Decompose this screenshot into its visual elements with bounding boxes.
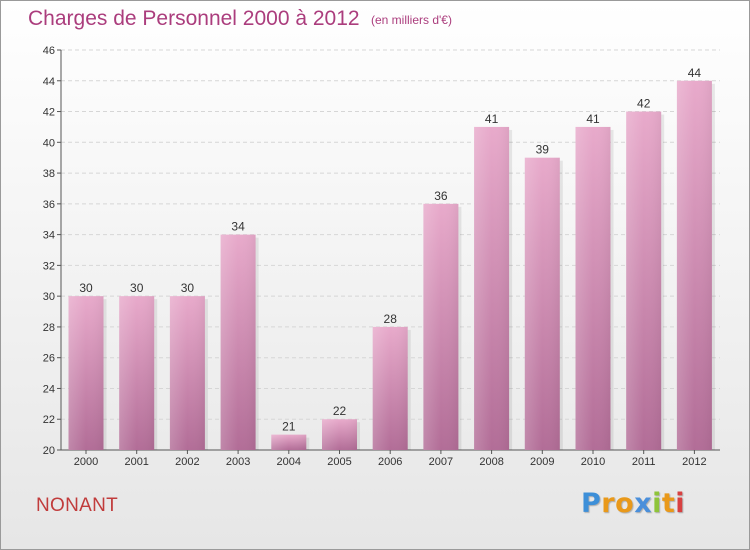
bar-highlight (68, 296, 104, 450)
y-tick-label: 24 (43, 383, 55, 395)
y-tick-label: 46 (43, 45, 55, 57)
x-tick-label: 2009 (530, 456, 554, 468)
label-layer: 30 2000 30 2001 30 2002 34 2003 21 2004 22 2005 28 20… (74, 66, 707, 468)
bar-highlight (524, 157, 560, 450)
x-tick-label: 2005 (327, 456, 351, 468)
value-label: 41 (586, 112, 600, 126)
x-tick-label: 2002 (175, 456, 199, 468)
bar-highlight (676, 80, 712, 451)
x-tick-label: 2011 (632, 456, 656, 468)
proxiti-logo: Proxiti (581, 488, 686, 519)
chart-subtitle: (en milliers d'€) (371, 13, 452, 27)
value-label: 44 (688, 66, 702, 80)
value-label: 42 (637, 97, 651, 111)
y-tick-label: 32 (43, 260, 55, 272)
y-tick-label: 36 (43, 199, 55, 211)
y-tick-label: 42 (43, 107, 55, 119)
value-label: 22 (333, 404, 347, 418)
x-tick-label: 2000 (74, 456, 98, 468)
bar-highlight (169, 296, 205, 450)
y-tick-label: 30 (43, 291, 55, 303)
y-tick-label: 26 (43, 353, 55, 365)
bar-highlight (575, 126, 611, 450)
y-tick-label: 44 (43, 76, 55, 88)
bar-highlight (119, 296, 155, 450)
bar-highlight (423, 203, 459, 450)
bar-highlight (474, 126, 510, 450)
bar-highlight (322, 419, 357, 450)
commune-name: NONANT (36, 495, 119, 516)
x-tick-label: 2007 (429, 456, 453, 468)
y-tick-label: 28 (43, 322, 55, 334)
bar-highlight (220, 234, 256, 450)
y-tick-label: 38 (43, 168, 55, 180)
bar-highlight (271, 434, 307, 450)
x-tick-label: 2010 (581, 456, 605, 468)
value-label: 28 (384, 312, 398, 326)
x-tick-label: 2008 (479, 456, 503, 468)
x-tick-label: 2001 (124, 456, 148, 468)
value-label: 30 (130, 281, 144, 295)
bar-highlight (372, 326, 408, 450)
value-label: 39 (536, 143, 550, 157)
value-label: 30 (79, 281, 93, 295)
value-label: 36 (434, 189, 448, 203)
x-tick-label: 2003 (226, 456, 250, 468)
value-label: 41 (485, 112, 499, 126)
x-tick-label: 2006 (378, 456, 402, 468)
x-tick-label: 2004 (277, 456, 301, 468)
bar-layer (68, 80, 715, 451)
value-label: 21 (282, 420, 296, 434)
bar-highlight (626, 111, 662, 451)
value-label: 30 (181, 281, 195, 295)
y-tick-label: 20 (43, 445, 55, 457)
y-tick-label: 22 (43, 414, 55, 426)
y-tick-label: 34 (43, 230, 55, 242)
y-tick-label: 40 (43, 137, 55, 149)
chart-title: Charges de Personnel 2000 à 2012 (28, 7, 360, 30)
value-label: 34 (231, 220, 245, 234)
x-tick-label: 2012 (682, 456, 706, 468)
